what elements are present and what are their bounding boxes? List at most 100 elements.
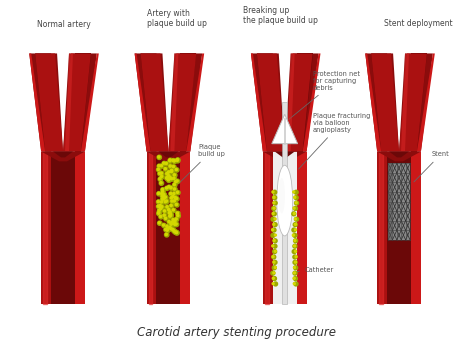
- Circle shape: [292, 212, 296, 216]
- Polygon shape: [365, 53, 399, 152]
- Text: Stent deployment: Stent deployment: [384, 19, 453, 28]
- Circle shape: [272, 245, 274, 247]
- Circle shape: [163, 196, 164, 198]
- Circle shape: [165, 172, 170, 176]
- Circle shape: [163, 224, 164, 226]
- Circle shape: [164, 167, 168, 171]
- Polygon shape: [141, 53, 168, 152]
- Circle shape: [171, 195, 175, 199]
- Polygon shape: [297, 53, 312, 152]
- Circle shape: [164, 162, 169, 166]
- Circle shape: [166, 177, 168, 179]
- Circle shape: [174, 222, 179, 227]
- Circle shape: [177, 215, 179, 217]
- Circle shape: [170, 227, 174, 232]
- Circle shape: [158, 205, 162, 209]
- Circle shape: [170, 228, 173, 230]
- Circle shape: [164, 233, 169, 237]
- Circle shape: [164, 201, 166, 203]
- Circle shape: [164, 195, 168, 200]
- Circle shape: [294, 223, 296, 225]
- Circle shape: [160, 206, 162, 209]
- Circle shape: [173, 222, 175, 224]
- Circle shape: [174, 181, 177, 183]
- Polygon shape: [146, 152, 190, 161]
- Circle shape: [292, 234, 294, 236]
- Circle shape: [293, 276, 297, 280]
- Polygon shape: [41, 152, 85, 304]
- Circle shape: [169, 165, 171, 167]
- Polygon shape: [257, 53, 285, 152]
- Circle shape: [157, 200, 159, 202]
- Circle shape: [173, 177, 175, 179]
- Polygon shape: [297, 152, 307, 304]
- Circle shape: [168, 176, 173, 180]
- Polygon shape: [272, 114, 298, 144]
- Circle shape: [272, 191, 274, 193]
- Circle shape: [293, 267, 295, 268]
- Circle shape: [176, 158, 180, 162]
- Circle shape: [168, 171, 170, 173]
- Circle shape: [164, 168, 166, 170]
- Circle shape: [165, 172, 170, 176]
- Circle shape: [272, 212, 274, 215]
- Polygon shape: [35, 53, 63, 152]
- Circle shape: [294, 196, 296, 198]
- Polygon shape: [371, 53, 387, 152]
- Circle shape: [165, 228, 170, 233]
- Circle shape: [273, 250, 277, 253]
- Circle shape: [160, 201, 163, 203]
- Circle shape: [294, 282, 298, 286]
- Circle shape: [174, 231, 176, 233]
- Circle shape: [272, 266, 276, 270]
- Circle shape: [273, 223, 275, 225]
- Polygon shape: [399, 53, 433, 152]
- Circle shape: [274, 234, 276, 236]
- Circle shape: [165, 224, 170, 229]
- Circle shape: [173, 159, 177, 163]
- Circle shape: [174, 220, 176, 222]
- Circle shape: [163, 194, 164, 196]
- Circle shape: [163, 162, 165, 164]
- Circle shape: [273, 223, 277, 227]
- Circle shape: [163, 196, 167, 201]
- Polygon shape: [263, 152, 307, 304]
- Circle shape: [294, 190, 298, 194]
- Circle shape: [166, 173, 168, 175]
- Text: Protection net
for capturing
debris: Protection net for capturing debris: [289, 71, 360, 119]
- Circle shape: [271, 271, 275, 275]
- Circle shape: [163, 213, 167, 218]
- Circle shape: [274, 218, 276, 220]
- Circle shape: [160, 194, 165, 199]
- Polygon shape: [251, 53, 285, 152]
- Circle shape: [172, 229, 174, 231]
- Circle shape: [271, 233, 275, 238]
- Circle shape: [173, 187, 177, 192]
- Circle shape: [173, 229, 177, 234]
- Circle shape: [157, 209, 162, 213]
- FancyBboxPatch shape: [388, 163, 410, 240]
- Circle shape: [294, 229, 296, 231]
- Polygon shape: [377, 152, 421, 161]
- Circle shape: [170, 193, 172, 195]
- Circle shape: [294, 218, 296, 220]
- Polygon shape: [387, 152, 411, 304]
- Circle shape: [174, 230, 179, 235]
- Circle shape: [169, 226, 171, 228]
- Polygon shape: [63, 53, 91, 152]
- Circle shape: [274, 267, 276, 268]
- Circle shape: [176, 190, 180, 195]
- Circle shape: [160, 200, 164, 205]
- Circle shape: [172, 219, 174, 221]
- Circle shape: [168, 212, 171, 214]
- Circle shape: [271, 217, 275, 221]
- Circle shape: [174, 217, 179, 222]
- Circle shape: [172, 165, 176, 169]
- Circle shape: [174, 168, 179, 172]
- Circle shape: [163, 214, 165, 216]
- Circle shape: [174, 196, 178, 201]
- Circle shape: [160, 192, 164, 196]
- Circle shape: [170, 187, 172, 189]
- Circle shape: [167, 178, 171, 182]
- Circle shape: [160, 205, 164, 209]
